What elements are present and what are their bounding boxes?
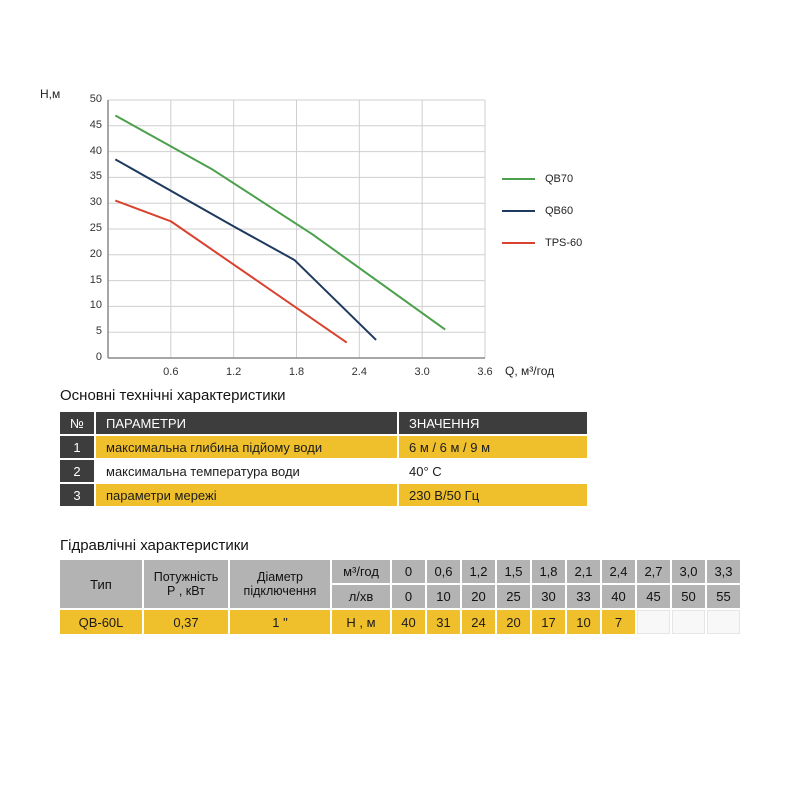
value-cell: 230 В/50 Гц bbox=[399, 484, 587, 506]
performance-chart: Н,м Q, м³/год 0 5 10 15 20 25 30 35 40 45 50 0.6 1.2… bbox=[40, 85, 760, 395]
y-tick-label: 35 bbox=[89, 170, 102, 183]
head-value-cell bbox=[707, 610, 740, 634]
flow-l-cell: 30 bbox=[532, 585, 565, 608]
legend-label: QB70 bbox=[545, 173, 574, 185]
y-tick-label: 20 bbox=[89, 247, 102, 260]
flow-m3-cell: 0 bbox=[392, 560, 425, 583]
y-tick-label: 30 bbox=[89, 196, 102, 209]
flow-m3-cell: 1,2 bbox=[462, 560, 495, 583]
diameter-value-cell: 1 " bbox=[230, 610, 330, 634]
y-tick-label: 5 bbox=[95, 325, 102, 338]
flow-l-cell: 10 bbox=[427, 585, 460, 608]
flow-l-label: л/хв bbox=[332, 585, 390, 608]
param-cell: максимальна глибина підйому води bbox=[96, 436, 397, 458]
diameter-header-cell: Діаметр підключення bbox=[230, 560, 330, 608]
flow-m3-cell: 2,7 bbox=[637, 560, 670, 583]
series-QB70 bbox=[114, 114, 446, 331]
param-cell: параметри мережі bbox=[96, 484, 397, 506]
y-tick-label: 40 bbox=[89, 144, 102, 157]
head-value-cell: 40 bbox=[392, 610, 425, 634]
x-tick-label: 2.4 bbox=[351, 366, 367, 378]
flow-m3-cell: 2,1 bbox=[567, 560, 600, 583]
flow-m3-cell: 3,0 bbox=[672, 560, 705, 583]
flow-m3-cell: 1,5 bbox=[497, 560, 530, 583]
y-tick-label: 15 bbox=[89, 273, 102, 286]
legend-item: TPS-60 bbox=[502, 237, 582, 249]
param-cell: максимальна температура води bbox=[96, 460, 397, 482]
row-num: 3 bbox=[60, 484, 94, 506]
flow-m3-cell: 1,8 bbox=[532, 560, 565, 583]
legend-label: QB60 bbox=[545, 205, 574, 217]
hydraulic-table: Тип Потужність Р , кВт Діаметр підключен… bbox=[60, 560, 740, 634]
legend-label: TPS-60 bbox=[545, 237, 583, 249]
row-num: 1 bbox=[60, 436, 94, 458]
legend-line bbox=[502, 210, 535, 212]
y-axis-title: Н,м bbox=[40, 87, 61, 101]
section-title-hydraulic: Гідравлічні характеристики bbox=[60, 537, 249, 554]
series-QB60 bbox=[114, 158, 377, 341]
flow-m3-cell: 2,4 bbox=[602, 560, 635, 583]
flow-l-cell: 55 bbox=[707, 585, 740, 608]
legend-item: QB60 bbox=[502, 205, 573, 217]
head-label-cell: Н , м bbox=[332, 610, 390, 634]
head-value-cell: 17 bbox=[532, 610, 565, 634]
head-value-cell: 24 bbox=[462, 610, 495, 634]
header-cell-num: № bbox=[60, 412, 94, 434]
row-num: 2 bbox=[60, 460, 94, 482]
head-value-cell: 10 bbox=[567, 610, 600, 634]
y-tick-label: 10 bbox=[89, 299, 102, 312]
x-tick-label: 3.0 bbox=[414, 366, 430, 378]
y-tick-label: 25 bbox=[89, 222, 102, 234]
y-tick-label: 45 bbox=[89, 118, 102, 131]
y-tick-label: 0 bbox=[95, 351, 102, 363]
section-title-specs: Основні технічні характеристики bbox=[60, 387, 286, 404]
series-TPS-60 bbox=[114, 199, 348, 344]
legend-line bbox=[502, 242, 535, 244]
value-cell: 40° С bbox=[399, 460, 587, 482]
pump-type-cell: QB-60L bbox=[60, 610, 142, 634]
head-value-cell: 31 bbox=[427, 610, 460, 634]
specs-table: № ПАРАМЕТРИ ЗНАЧЕННЯ 1 максимальна глиби… bbox=[60, 412, 587, 506]
type-header-cell: Тип bbox=[60, 560, 142, 608]
header-cell-params: ПАРАМЕТРИ bbox=[96, 412, 397, 434]
flow-l-cell: 33 bbox=[567, 585, 600, 608]
x-axis-title: Q, м³/год bbox=[505, 364, 555, 378]
flow-m3-label: м³/год bbox=[332, 560, 390, 583]
power-header-cell: Потужність Р , кВт bbox=[144, 560, 228, 608]
x-tick-label: 1.8 bbox=[288, 366, 305, 378]
flow-l-cell: 25 bbox=[497, 585, 530, 608]
header-cell-value: ЗНАЧЕННЯ bbox=[399, 412, 587, 434]
flow-m3-cell: 0,6 bbox=[427, 560, 460, 583]
head-value-cell bbox=[637, 610, 670, 634]
x-tick-label: 3.6 bbox=[477, 366, 493, 378]
flow-l-cell: 0 bbox=[392, 585, 425, 608]
flow-l-cell: 50 bbox=[672, 585, 705, 608]
x-tick-label: 1.2 bbox=[226, 366, 242, 378]
head-value-cell bbox=[672, 610, 705, 634]
flow-l-cell: 45 bbox=[637, 585, 670, 608]
value-cell: 6 м / 6 м / 9 м bbox=[399, 436, 587, 458]
flow-m3-cell: 3,3 bbox=[707, 560, 740, 583]
legend-line bbox=[502, 178, 535, 180]
legend-item: QB70 bbox=[502, 173, 573, 185]
x-tick-label: 0.6 bbox=[163, 366, 179, 378]
power-value-cell: 0,37 bbox=[144, 610, 228, 634]
chart-canvas bbox=[107, 99, 486, 359]
flow-l-cell: 40 bbox=[602, 585, 635, 608]
head-value-cell: 7 bbox=[602, 610, 635, 634]
head-value-cell: 20 bbox=[497, 610, 530, 634]
flow-l-cell: 20 bbox=[462, 585, 495, 608]
y-tick-label: 50 bbox=[89, 93, 102, 105]
